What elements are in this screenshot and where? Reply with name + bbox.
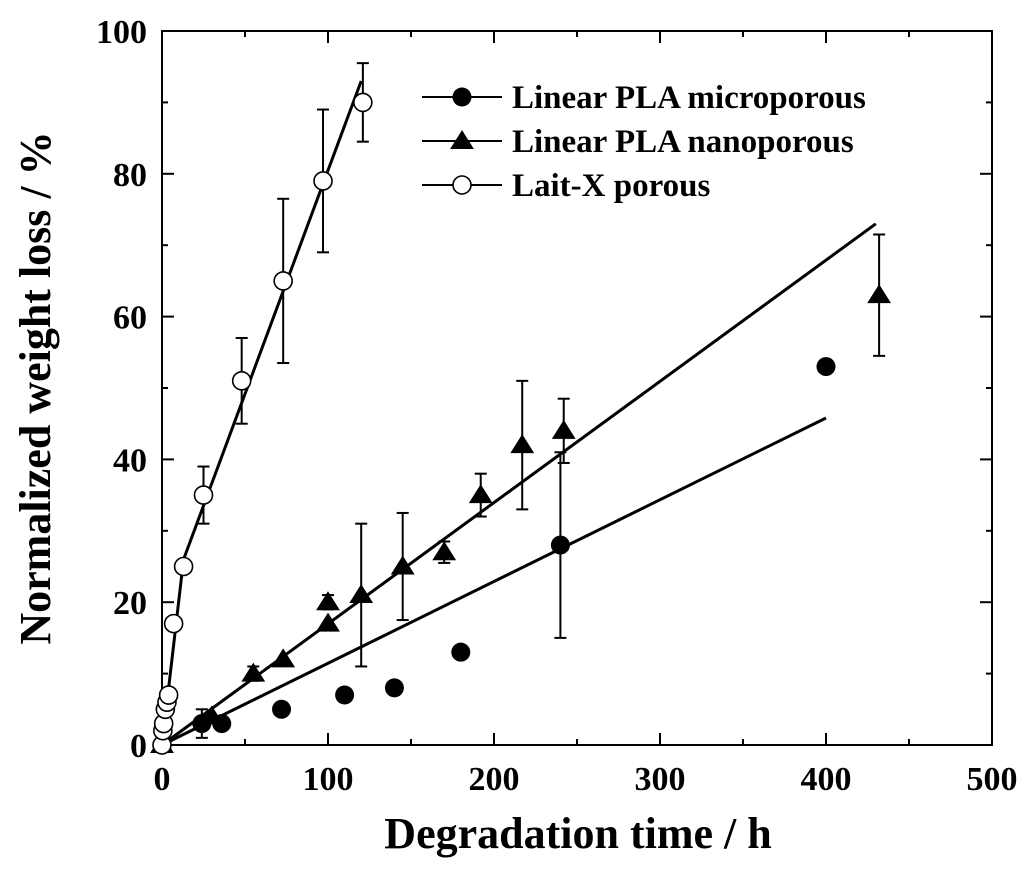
x-tick-label: 500 <box>967 761 1018 798</box>
lait-x-porous-point <box>313 171 333 191</box>
lait-x-porous-point <box>273 271 293 291</box>
error-bars <box>195 62 886 739</box>
linear-pla-nanoporous-point <box>432 541 457 561</box>
lait-x-porous-point <box>173 556 194 577</box>
linear-pla-nanoporous-legend-label: Linear PLA nanoporous <box>512 124 854 160</box>
linear-pla-microporous-point <box>816 357 836 377</box>
linear-pla-nanoporous-point <box>241 662 266 682</box>
linear-pla-microporous-fit-line <box>161 416 827 747</box>
x-tick-label: 400 <box>801 761 852 798</box>
data-markers <box>150 92 892 755</box>
linear-pla-nanoporous-legend-marker <box>450 130 474 149</box>
y-tick-label: 0 <box>130 728 147 765</box>
y-tick-label: 40 <box>113 442 147 479</box>
linear-pla-nanoporous-point <box>390 555 415 575</box>
linear-pla-microporous-point <box>272 699 292 719</box>
lait-x-porous-legend-marker <box>452 175 472 195</box>
linear-pla-microporous-point <box>550 535 570 555</box>
linear-pla-microporous-point <box>451 642 471 662</box>
lait-x-porous-point <box>231 371 252 391</box>
x-tick-label: 200 <box>469 761 520 798</box>
lait-x-porous-point <box>353 92 373 113</box>
x-tick-label: 100 <box>303 761 354 798</box>
linear-pla-nanoporous-point <box>867 284 892 304</box>
linear-pla-microporous-legend-marker <box>452 87 472 107</box>
linear-pla-nanoporous-point <box>349 584 374 604</box>
linear-pla-nanoporous-fit-line <box>161 222 877 747</box>
tick-labels: 0 100 200 300 400 500 0 20 40 60 80 100 <box>96 14 1018 798</box>
linear-pla-nanoporous-point <box>316 612 340 632</box>
y-tick-label: 80 <box>113 157 147 194</box>
linear-pla-nanoporous-point <box>316 591 340 611</box>
legend: Linear PLA microporous Linear PLA nanopor… <box>422 80 866 204</box>
x-tick-label: 0 <box>154 761 171 798</box>
linear-pla-nanoporous-point <box>510 434 535 454</box>
lait-x-porous-point <box>158 685 179 705</box>
lait-x-porous-point <box>163 613 184 634</box>
y-tick-label: 100 <box>96 14 147 51</box>
linear-pla-microporous-legend-label: Linear PLA microporous <box>512 80 866 116</box>
x-axis-label: Degradation time / h <box>384 809 771 858</box>
linear-pla-nanoporous-point <box>199 705 224 725</box>
y-tick-label: 20 <box>113 585 147 622</box>
y-tick-label: 60 <box>113 300 147 337</box>
plot-axes <box>161 30 993 746</box>
linear-pla-microporous-point <box>335 685 355 705</box>
y-axis-label: Normalized weight loss / % <box>11 131 60 644</box>
linear-pla-nanoporous-point <box>551 419 576 439</box>
lait-x-porous-point <box>193 485 214 505</box>
linear-pla-nanoporous-point <box>468 484 493 504</box>
lait-x-porous-legend-label: Lait-X porous <box>512 168 710 204</box>
linear-pla-microporous-point <box>384 678 404 698</box>
x-tick-label: 300 <box>635 761 686 798</box>
linear-pla-nanoporous-point <box>271 648 296 668</box>
